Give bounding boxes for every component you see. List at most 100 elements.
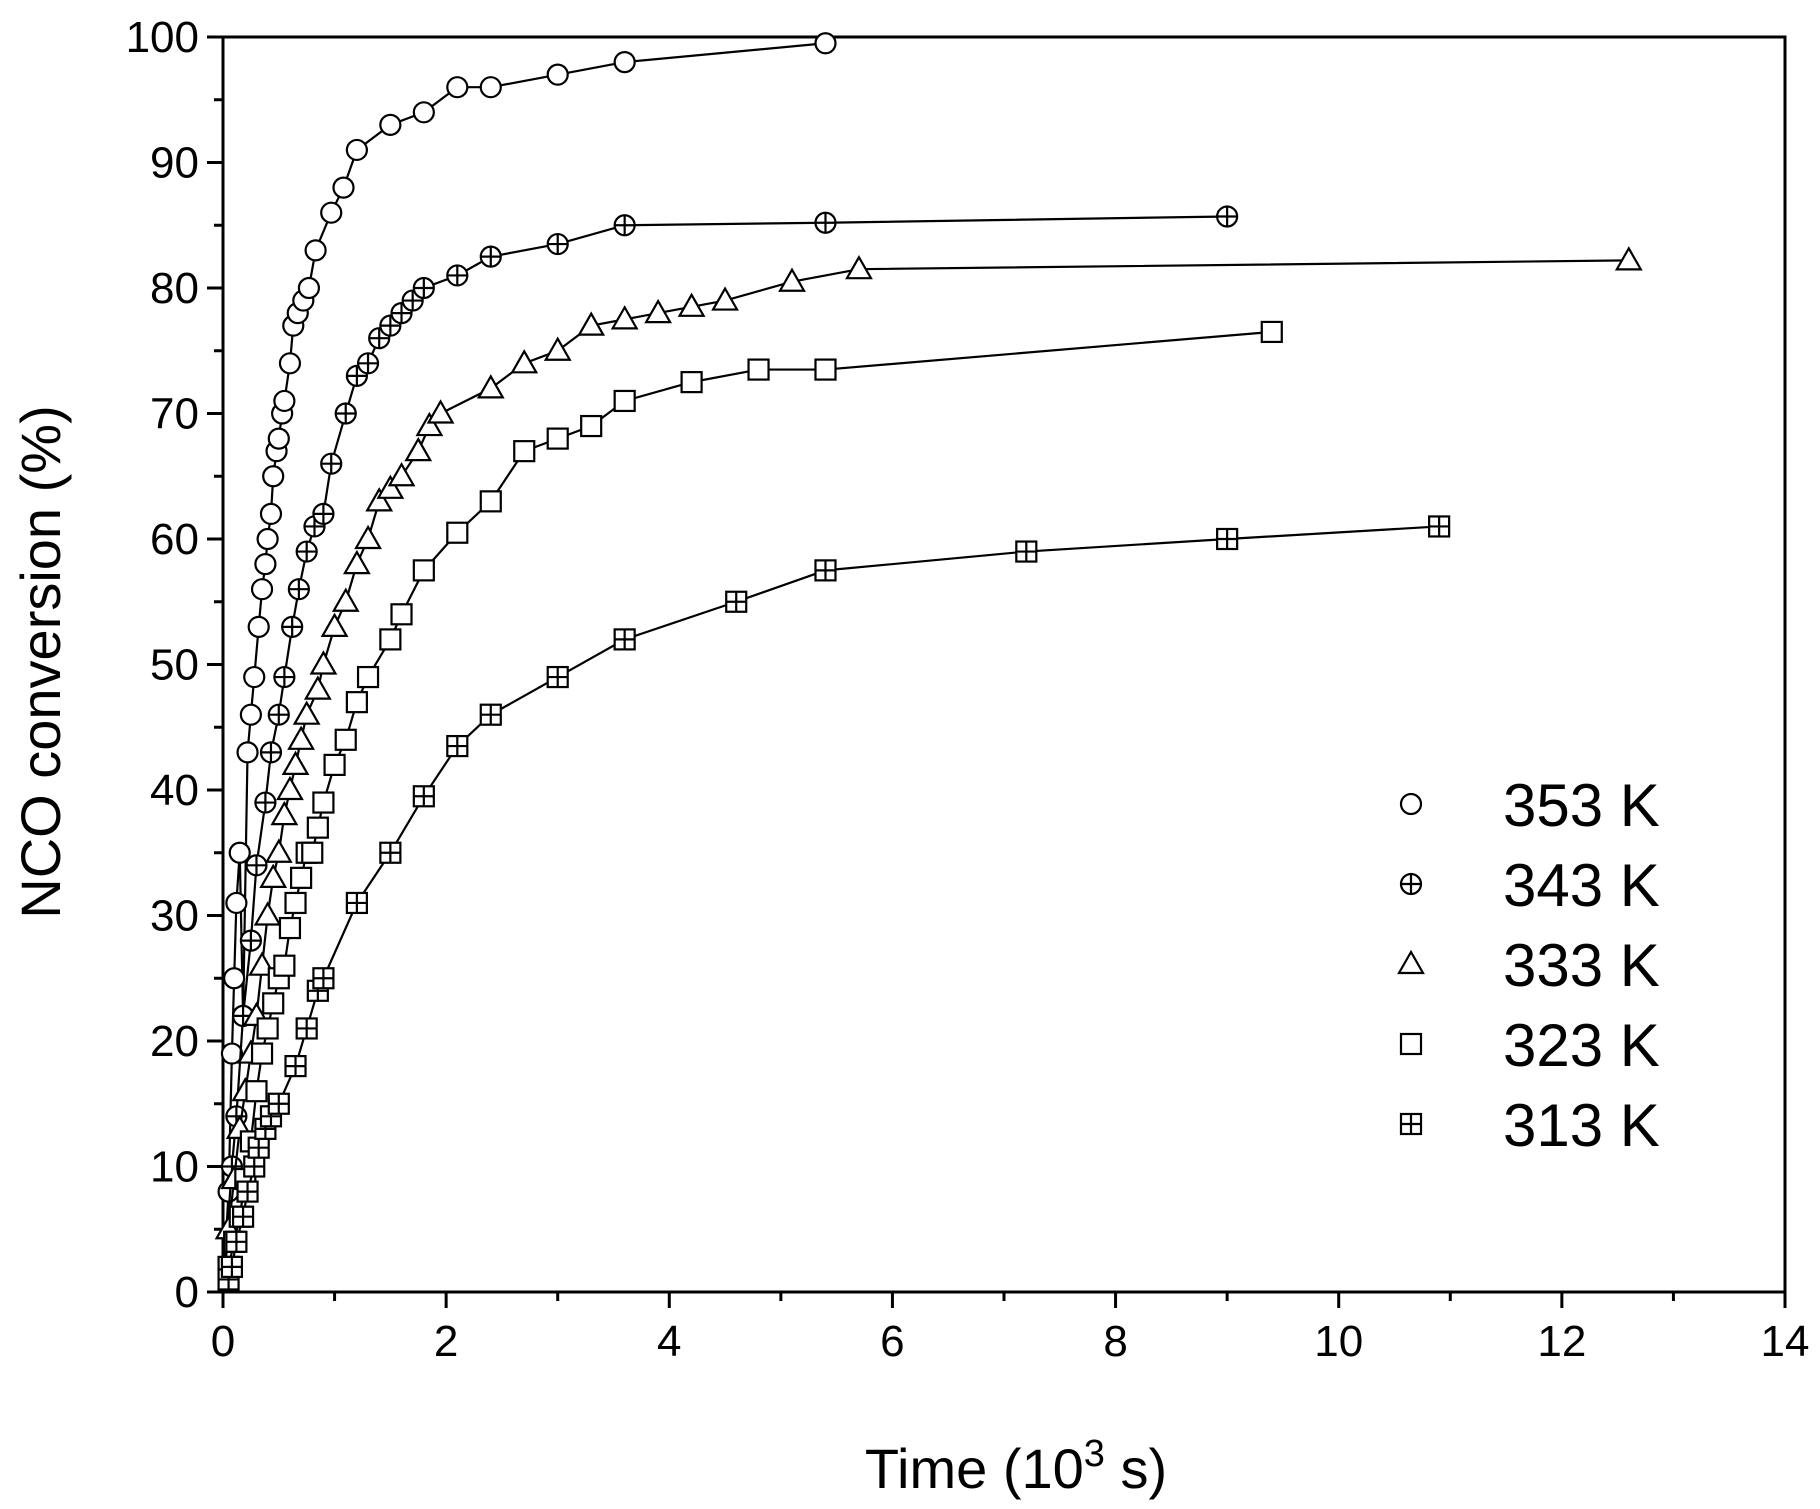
axes: 0 2 4 6 8 10 12 14 0 10 20 30 40 50 60 70 80 90 100 [126, 13, 1810, 1366]
marker-shape [479, 76, 502, 99]
marker-shape [323, 753, 346, 777]
data-point-353-k [228, 841, 251, 864]
legend-label-313-k: 313 K [1503, 1092, 1660, 1159]
marker-shape [610, 305, 639, 330]
data-point-323-k [345, 691, 368, 714]
data-point-343-k [320, 452, 343, 475]
marker-shape [276, 775, 304, 801]
marker-shape [711, 286, 739, 311]
data-point-323-k [334, 728, 357, 751]
marker-shape [1260, 320, 1283, 344]
data-point-323-k [301, 841, 324, 864]
data-point-313-k [546, 665, 569, 689]
data-point-333-k [331, 587, 360, 612]
data-point-323-k [747, 358, 770, 381]
marker-shape [1614, 246, 1643, 271]
legend-marker-333-k [1397, 949, 1425, 975]
data-point-313-k [247, 1136, 270, 1159]
data-point-333-k [342, 549, 371, 575]
marker-shape [223, 967, 246, 990]
marker-shape [747, 358, 770, 381]
data-point-353-k [613, 50, 636, 74]
data-point-333-k [303, 675, 332, 700]
data-point-323-k [513, 440, 536, 463]
data-point-353-k [546, 63, 569, 86]
series-313-k [217, 515, 1451, 1293]
data-point-353-k [267, 427, 290, 450]
series-343-k [220, 205, 1239, 1293]
data-point-333-k [577, 311, 606, 336]
marker-shape [680, 371, 703, 394]
marker-shape [546, 63, 569, 86]
data-point-353-k [479, 76, 502, 99]
legend-marker-323-k [1399, 1032, 1423, 1056]
data-point-323-k [284, 891, 307, 915]
data-point-353-k [332, 176, 355, 199]
series-line-353-k [221, 42, 826, 1293]
marker-shape [613, 50, 636, 74]
data-point-323-k [356, 665, 380, 689]
data-point-323-k [580, 414, 603, 438]
marker-shape [479, 490, 502, 513]
y-axis-title: NCO conversion (%) [9, 405, 72, 918]
data-point-333-k [426, 399, 455, 424]
marker-shape [577, 311, 606, 336]
data-point-323-k [312, 791, 335, 814]
marker-shape [546, 427, 569, 450]
marker-shape [267, 427, 290, 450]
y-tick-label: 50 [150, 641, 199, 690]
marker-shape [287, 725, 315, 750]
marker-shape [412, 559, 435, 582]
marker-shape [845, 254, 873, 280]
data-point-323-k [680, 371, 703, 394]
data-point-323-k [256, 1017, 279, 1040]
marker-shape [320, 612, 349, 637]
marker-shape [301, 841, 324, 864]
data-point-313-k [284, 1054, 307, 1078]
marker-shape [814, 32, 837, 55]
data-point-333-k [387, 462, 416, 487]
data-point-333-k [845, 254, 873, 280]
y-tick-label: 80 [150, 264, 199, 313]
series-323-k [217, 320, 1283, 1293]
x-tick-label: 0 [211, 1317, 235, 1366]
data-point-333-k [264, 838, 293, 863]
data-point-333-k [309, 650, 338, 675]
data-point-333-k [677, 292, 706, 317]
data-point-313-k [1216, 527, 1239, 551]
marker-shape [304, 239, 327, 262]
marker-shape [345, 138, 368, 162]
data-point-353-k [412, 101, 435, 124]
y-tick-label: 20 [150, 1017, 199, 1066]
data-point-333-k [476, 374, 505, 399]
marker-shape [379, 113, 402, 136]
data-point-313-k [412, 785, 435, 808]
series-line-313-k [221, 525, 1440, 1293]
y-tick-label: 10 [150, 1143, 199, 1192]
marker-shape [254, 552, 277, 576]
data-point-313-k [295, 1017, 318, 1040]
data-point-333-k [287, 725, 315, 750]
marker-shape [814, 358, 837, 381]
legend-marker-353-k [1399, 792, 1423, 816]
data-point-333-k [778, 267, 806, 292]
marker-shape [264, 838, 293, 863]
data-point-333-k [253, 901, 282, 926]
x-axis-title: Time (103 s) [865, 1433, 1167, 1500]
marker-shape [262, 992, 285, 1015]
data-point-313-k [267, 1092, 290, 1115]
marker-shape [412, 101, 435, 124]
data-point-353-k [262, 465, 285, 488]
data-point-313-k [479, 703, 502, 726]
data-point-333-k [644, 298, 673, 324]
data-point-323-k [613, 389, 636, 413]
data-point-343-k [356, 352, 380, 375]
marker-shape [278, 352, 302, 375]
data-point-323-k [245, 1080, 268, 1103]
marker-shape [312, 791, 335, 814]
data-point-353-k [379, 113, 402, 136]
series-layer [214, 32, 1643, 1293]
data-point-343-k [245, 854, 268, 877]
data-point-313-k [243, 1155, 266, 1178]
data-point-343-k [287, 578, 310, 601]
